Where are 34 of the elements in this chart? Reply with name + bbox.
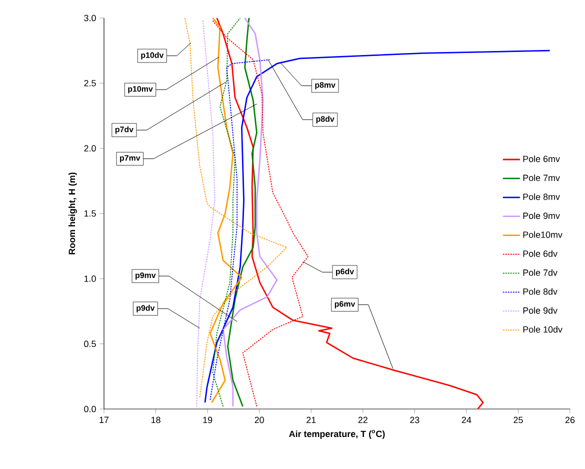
x-tick-label: 18 <box>151 416 160 424</box>
legend-label: Pole10mv <box>523 231 562 238</box>
y-tick-label: 3.0 <box>84 14 96 22</box>
y-tick-label: 1.0 <box>84 275 96 282</box>
x-tick-label: 24 <box>462 416 472 424</box>
x-tick-label: 23 <box>410 416 420 424</box>
legend-label: Pole 7mv <box>523 174 560 182</box>
x-tick-label: 21 <box>306 416 316 424</box>
y-tick-label: 2.0 <box>84 145 96 152</box>
x-axis-title: Air temperature, T ($^{o}$C) <box>289 430 385 439</box>
legend-label: Pole 7dv <box>523 269 558 276</box>
legend-label: Pole 9mv <box>523 212 560 219</box>
y-tick-label: 0.0 <box>84 406 96 412</box>
x-tick-label: 26 <box>565 416 575 424</box>
y-tick-label: 0.5 <box>84 340 96 348</box>
legend-label: Pole 9dv <box>523 307 558 314</box>
line-series <box>216 17 484 410</box>
x-tick-label: 22 <box>358 416 368 424</box>
y-axis-title: Room height, H (m) <box>68 172 77 254</box>
legend-label: Pole 10dv <box>523 326 562 333</box>
line-series <box>222 17 278 408</box>
x-tick-label: 19 <box>203 416 212 424</box>
y-tick-label: 2.5 <box>84 80 96 86</box>
line-series <box>210 59 270 400</box>
x-tick-label: 25 <box>514 416 523 424</box>
legend-label: Pole 8dv <box>523 288 558 295</box>
legend-label: Pole 8mv <box>523 193 560 200</box>
x-tick-label: 20 <box>254 416 264 424</box>
line-series <box>227 17 258 408</box>
line-series <box>196 20 216 407</box>
legend-label: Pole 6dv <box>523 250 558 257</box>
legend-label: Pole 6mv <box>523 156 560 162</box>
y-tick-label: 1.5 <box>84 210 96 217</box>
x-tick-label: 17 <box>100 416 109 423</box>
